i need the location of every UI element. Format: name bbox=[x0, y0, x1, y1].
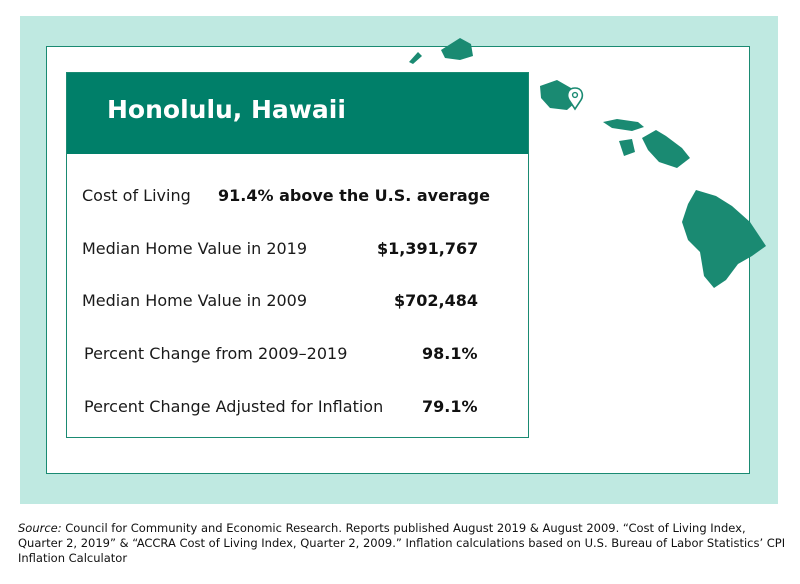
island-hawaii bbox=[682, 190, 766, 288]
source-text: Council for Community and Economic Resea… bbox=[18, 521, 786, 565]
island-molokai bbox=[603, 119, 644, 131]
card-title: Honolulu, Hawaii bbox=[107, 95, 346, 124]
island-lanai bbox=[619, 139, 635, 156]
stat-row-cost-of-living: Cost of Living 91.4% above the U.S. aver… bbox=[67, 186, 528, 214]
island-maui bbox=[642, 130, 690, 168]
card-header: Honolulu, Hawaii bbox=[67, 73, 528, 154]
stat-value: $702,484 bbox=[394, 291, 479, 310]
stat-row-percent-change: Percent Change from 2009–2019 98.1% bbox=[67, 344, 528, 372]
location-pin-icon bbox=[566, 87, 584, 111]
island-oahu bbox=[540, 80, 576, 110]
stat-label: Percent Change Adjusted for Inflation bbox=[84, 397, 384, 416]
stat-label: Cost of Living bbox=[82, 186, 191, 205]
stat-label: Median Home Value in 2009 bbox=[82, 291, 308, 310]
stat-value: $1,391,767 bbox=[377, 239, 479, 258]
city-stats-card: Honolulu, Hawaii Cost of Living 91.4% ab… bbox=[66, 72, 529, 438]
stat-value: 91.4% above the U.S. average bbox=[218, 186, 490, 205]
stat-row-percent-change-inflation: Percent Change Adjusted for Inflation 79… bbox=[67, 397, 528, 425]
island-kauai bbox=[441, 38, 473, 60]
stat-value: 79.1% bbox=[422, 397, 478, 416]
stat-value: 98.1% bbox=[422, 344, 478, 363]
stat-row-home-value-2009: Median Home Value in 2009 $702,484 bbox=[67, 291, 528, 319]
stat-label: Median Home Value in 2019 bbox=[82, 239, 308, 258]
source-label: Source: bbox=[18, 521, 62, 535]
island-niihau bbox=[409, 52, 422, 64]
stat-row-home-value-2019: Median Home Value in 2019 $1,391,767 bbox=[67, 239, 528, 267]
stat-label: Percent Change from 2009–2019 bbox=[84, 344, 348, 363]
source-note: Source: Council for Community and Econom… bbox=[18, 521, 788, 566]
